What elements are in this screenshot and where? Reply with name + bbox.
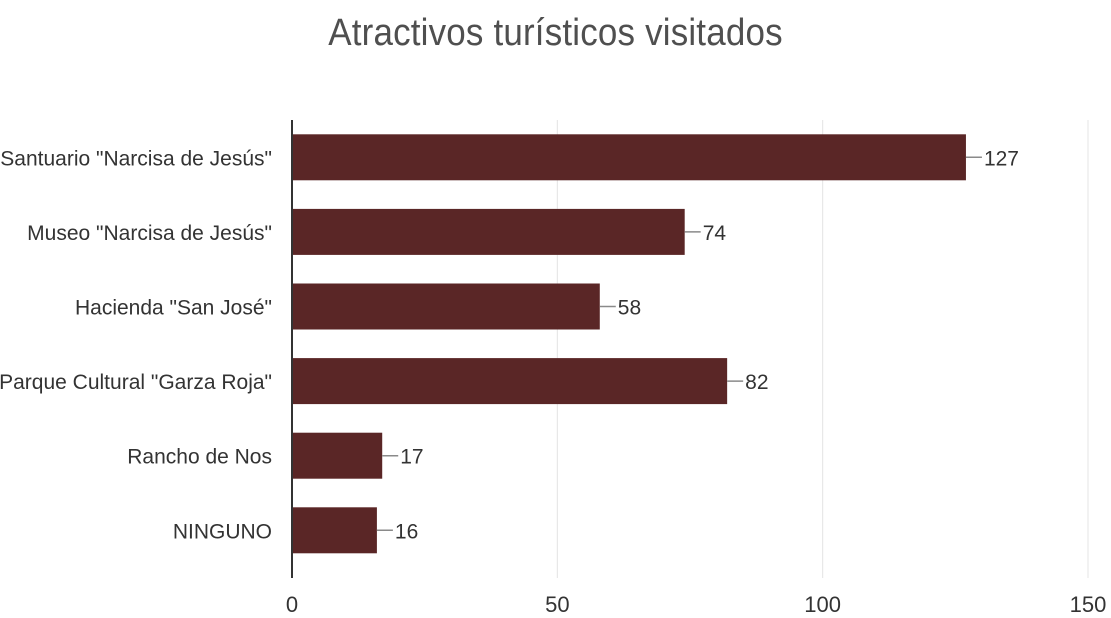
x-tick-label-150: 150: [1070, 592, 1107, 617]
bar-4: [292, 432, 383, 479]
x-tick-label-0: 0: [286, 592, 298, 617]
category-label-5: NINGUNO: [173, 520, 272, 543]
value-label-2: 58: [618, 297, 641, 320]
category-label-2: Hacienda "San José": [75, 297, 272, 320]
chart-title: Atractivos turísticos visitados: [328, 12, 783, 54]
bar-1: [292, 208, 685, 255]
category-label-3: Parque Cultural "Garza Roja": [0, 371, 272, 394]
value-label-1: 74: [703, 222, 727, 245]
value-label-0: 127: [984, 147, 1019, 170]
x-tick-label-50: 50: [545, 592, 569, 617]
bar-2: [292, 283, 600, 330]
value-label-4: 17: [400, 446, 423, 469]
x-tick-label-100: 100: [804, 592, 841, 617]
category-label-1: Museo "Narcisa de Jesús": [27, 222, 272, 245]
value-label-5: 16: [395, 520, 418, 543]
bar-5: [292, 507, 377, 554]
category-label-4: Rancho de Nos: [127, 446, 272, 469]
value-label-3: 82: [745, 371, 768, 394]
bar-3: [292, 358, 728, 405]
bar-0: [292, 134, 966, 181]
category-label-0: Santuario "Narcisa de Jesús": [0, 147, 272, 170]
